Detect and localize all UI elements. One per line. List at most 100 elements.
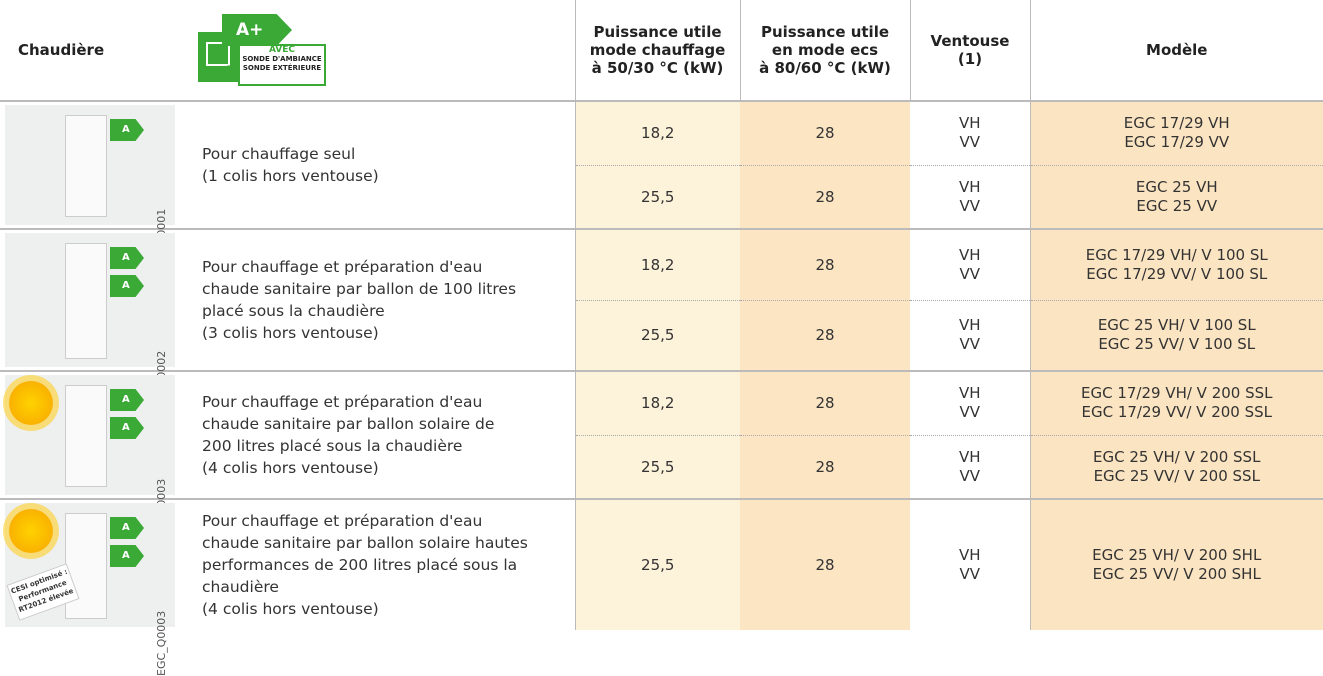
image-code: EGC_Q0003 [155,611,168,676]
sun [9,509,53,553]
flue-line: VH [910,316,1030,335]
column-header-line: (1) [911,50,1030,68]
boiler [65,385,107,487]
model-line: EGC 25 VH [1031,178,1323,197]
description-line: 200 litres placé sous la chaudière [202,435,575,457]
heating-power: 25,5 [575,435,740,499]
flue-line: VV [910,403,1030,422]
model-line: EGC 25 VV/ V 200 SHL [1031,565,1323,584]
model-line: EGC 25 VH/ V 200 SSL [1031,448,1323,467]
dhw-power: 28 [740,435,910,499]
with: AVEC [240,46,324,55]
energy-tag: A [110,517,144,539]
page: {"header":{"boiler":"Chaudière","energy_… [0,0,1323,638]
description-line: chaudière [202,576,575,598]
column-header-line: à 80/60 °C (kW) [741,59,910,77]
flue-line: VV [910,265,1030,284]
dhw-power: 28 [740,165,910,229]
column-header-line: en mode ecs [741,41,910,59]
description-line: Pour chauffage et préparation d'eau [202,256,575,278]
dhw-power: 28 [740,371,910,435]
flue-line: VH [910,546,1030,565]
description-line: chaude sanitaire par ballon de 100 litre… [202,278,575,300]
description-line: Pour chauffage seul [202,143,575,165]
description-line: (3 colis hors ventouse) [202,322,575,344]
sensor-outdoor: SONDE EXTÉRIEURE [240,64,324,73]
column-header-line: Puissance utile [576,23,740,41]
flue-line: VV [910,197,1030,216]
dhw-power: 28 [740,499,910,630]
model-line: EGC 25 VH/ V 100 SL [1031,316,1323,335]
column-header: Ventouse(1) [910,0,1030,101]
header-row: Chaudière A+ AVEC SONDE D'AMBIANCE SONDE… [0,0,1323,101]
model-line: EGC 25 VH/ V 200 SHL [1031,546,1323,565]
flue-line: VH [910,246,1030,265]
heating-power: 25,5 [575,499,740,630]
flue-line: VV [910,467,1030,486]
model-line: EGC 17/29 VH/ V 200 SSL [1031,384,1323,403]
heating-power: 18,2 [575,371,740,435]
heating-power: 25,5 [575,300,740,371]
sensor-box: AVEC SONDE D'AMBIANCE SONDE EXTÉRIEURE [238,44,326,86]
heating-power: 18,2 [575,101,740,165]
description-line: placé sous la chaudière [202,300,575,322]
dhw-power: 28 [740,101,910,165]
plus: + [225,58,240,76]
column-header-line: mode chauffage [576,41,740,59]
description-line: performances de 200 litres placé sous la [202,554,575,576]
model-line: EGC 17/29 VV/ V 200 SSL [1031,403,1323,422]
flue-line: VH [910,114,1030,133]
energy-tag: A [110,389,144,411]
column-header-line: à 50/30 °C (kW) [576,59,740,77]
header-boiler: Chaudière [0,0,180,101]
energy-tag: A [110,275,144,297]
description-line: chaude sanitaire par ballon solaire haut… [202,532,575,554]
flue-line: VH [910,384,1030,403]
description-line: chaude sanitaire par ballon solaire de [202,413,575,435]
sun [9,381,53,425]
description-line: (1 colis hors ventouse) [202,165,575,187]
description-line: (4 colis hors ventouse) [202,457,575,479]
dhw-power: 28 [740,300,910,371]
heating-power: 25,5 [575,165,740,229]
boiler [65,513,107,619]
column-header-line: Ventouse [911,32,1030,50]
model-line: EGC 17/29 VH/ V 100 SL [1031,246,1323,265]
flue-line: VV [910,133,1030,152]
model-line: EGC 25 VV/ V 100 SL [1031,335,1323,354]
class-tag: A+ [222,14,292,46]
model-line: EGC 17/29 VH [1031,114,1323,133]
dhw-power: 28 [740,229,910,300]
column-header-line: Modèle [1031,41,1323,59]
model-line: EGC 25 VV [1031,197,1323,216]
boiler [65,115,107,217]
boiler [65,243,107,359]
flue-line: VV [910,565,1030,584]
